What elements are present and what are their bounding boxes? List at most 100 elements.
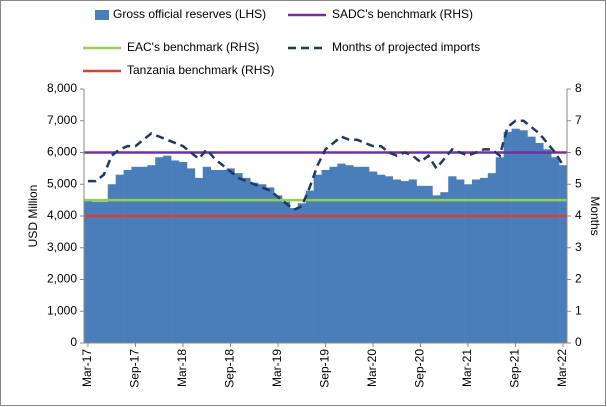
- y-tick-label: 0: [70, 335, 77, 349]
- y-tick-label: 4,000: [47, 208, 77, 222]
- bar: [487, 173, 497, 343]
- bar: [242, 177, 251, 343]
- bar: [163, 155, 172, 343]
- bar: [202, 166, 211, 343]
- bar: [471, 179, 481, 343]
- legend-label: Tanzania benchmark (RHS): [127, 63, 274, 77]
- bar: [147, 165, 156, 343]
- x-tick-label: Sep-20: [413, 349, 427, 388]
- y-tick-label: 2,000: [47, 272, 77, 286]
- bar: [408, 179, 417, 343]
- bar: [440, 192, 449, 343]
- legend-label: Gross official reserves (LHS): [113, 7, 266, 21]
- x-tick-label: Mar-19: [270, 349, 284, 387]
- bar: [289, 208, 299, 343]
- bar: [527, 136, 536, 343]
- bar: [297, 203, 307, 343]
- x-tick-label: Mar-17: [80, 349, 94, 387]
- x-tick-label: Sep-18: [223, 349, 237, 388]
- y-axis-label: USD Million: [26, 185, 40, 248]
- bar: [131, 166, 140, 343]
- y-tick-label: 1,000: [47, 303, 77, 317]
- bar: [305, 190, 314, 343]
- legend-label: EAC's benchmark (RHS): [127, 40, 259, 54]
- y2-tick-label: 4: [575, 208, 582, 222]
- bar: [123, 169, 132, 343]
- bar: [210, 169, 219, 343]
- bar: [91, 201, 101, 343]
- bar: [266, 187, 275, 343]
- x-tick-label: Sep-17: [128, 349, 142, 388]
- bar: [179, 162, 188, 343]
- bar: [432, 195, 441, 343]
- bar: [511, 128, 520, 343]
- bar: [543, 149, 552, 343]
- bar: [84, 200, 93, 343]
- bar: [456, 179, 465, 343]
- bar: [416, 185, 425, 343]
- bar: [369, 171, 378, 343]
- bar: [274, 195, 283, 343]
- bar: [250, 182, 259, 343]
- bar: [155, 157, 164, 343]
- y2-axis-label: Months: [588, 196, 602, 235]
- bar: [171, 160, 180, 343]
- y2-tick-label: 3: [575, 240, 582, 254]
- bar: [99, 201, 109, 343]
- y2-tick-label: 2: [575, 272, 582, 286]
- bar: [392, 179, 402, 343]
- bar: [361, 166, 370, 343]
- bar: [479, 177, 489, 343]
- bar: [353, 166, 362, 343]
- bar: [329, 166, 338, 343]
- bar: [464, 184, 473, 343]
- imports-line: [87, 119, 565, 212]
- bar: [519, 130, 528, 343]
- y2-tick-label: 1: [575, 303, 582, 317]
- bar: [258, 184, 267, 343]
- y2-tick-label: 7: [575, 113, 582, 127]
- legend-label: Months of projected imports: [332, 40, 480, 54]
- x-tick-label: Mar-22: [555, 349, 569, 387]
- bar: [234, 173, 243, 343]
- legend-swatch: [95, 10, 109, 20]
- bar: [384, 176, 394, 343]
- bar: [139, 166, 148, 343]
- bar: [559, 165, 568, 343]
- x-tick-label: Mar-18: [175, 349, 189, 387]
- y2-tick-label: 0: [575, 335, 582, 349]
- y2-tick-label: 8: [575, 81, 582, 95]
- y-tick-label: 6,000: [47, 145, 77, 159]
- bar: [321, 169, 330, 343]
- bar: [535, 142, 544, 343]
- x-tick-label: Sep-21: [508, 349, 522, 388]
- legend-label: SADC's benchmark (RHS): [332, 7, 473, 21]
- y2-tick-label: 5: [575, 176, 582, 190]
- bar: [115, 174, 124, 343]
- bar: [345, 165, 354, 343]
- bar: [495, 157, 504, 343]
- x-tick-label: Mar-20: [365, 349, 379, 387]
- bar: [337, 163, 346, 343]
- bar: [218, 169, 227, 343]
- bar: [281, 201, 291, 343]
- x-tick-label: Mar-21: [460, 349, 474, 387]
- bar: [400, 181, 409, 343]
- y-tick-label: 8,000: [47, 81, 77, 95]
- bar: [186, 168, 196, 343]
- bar: [424, 185, 433, 343]
- y-tick-label: 3,000: [47, 240, 77, 254]
- bar: [503, 131, 512, 343]
- y2-tick-label: 6: [575, 145, 582, 159]
- bar: [194, 177, 204, 343]
- bar: [313, 174, 322, 343]
- bar: [551, 157, 560, 343]
- y-tick-label: 7,000: [47, 113, 77, 127]
- bar: [448, 176, 457, 343]
- y-tick-label: 5,000: [47, 176, 77, 190]
- bar: [107, 184, 116, 343]
- bar: [376, 174, 386, 343]
- x-tick-label: Sep-19: [318, 349, 332, 388]
